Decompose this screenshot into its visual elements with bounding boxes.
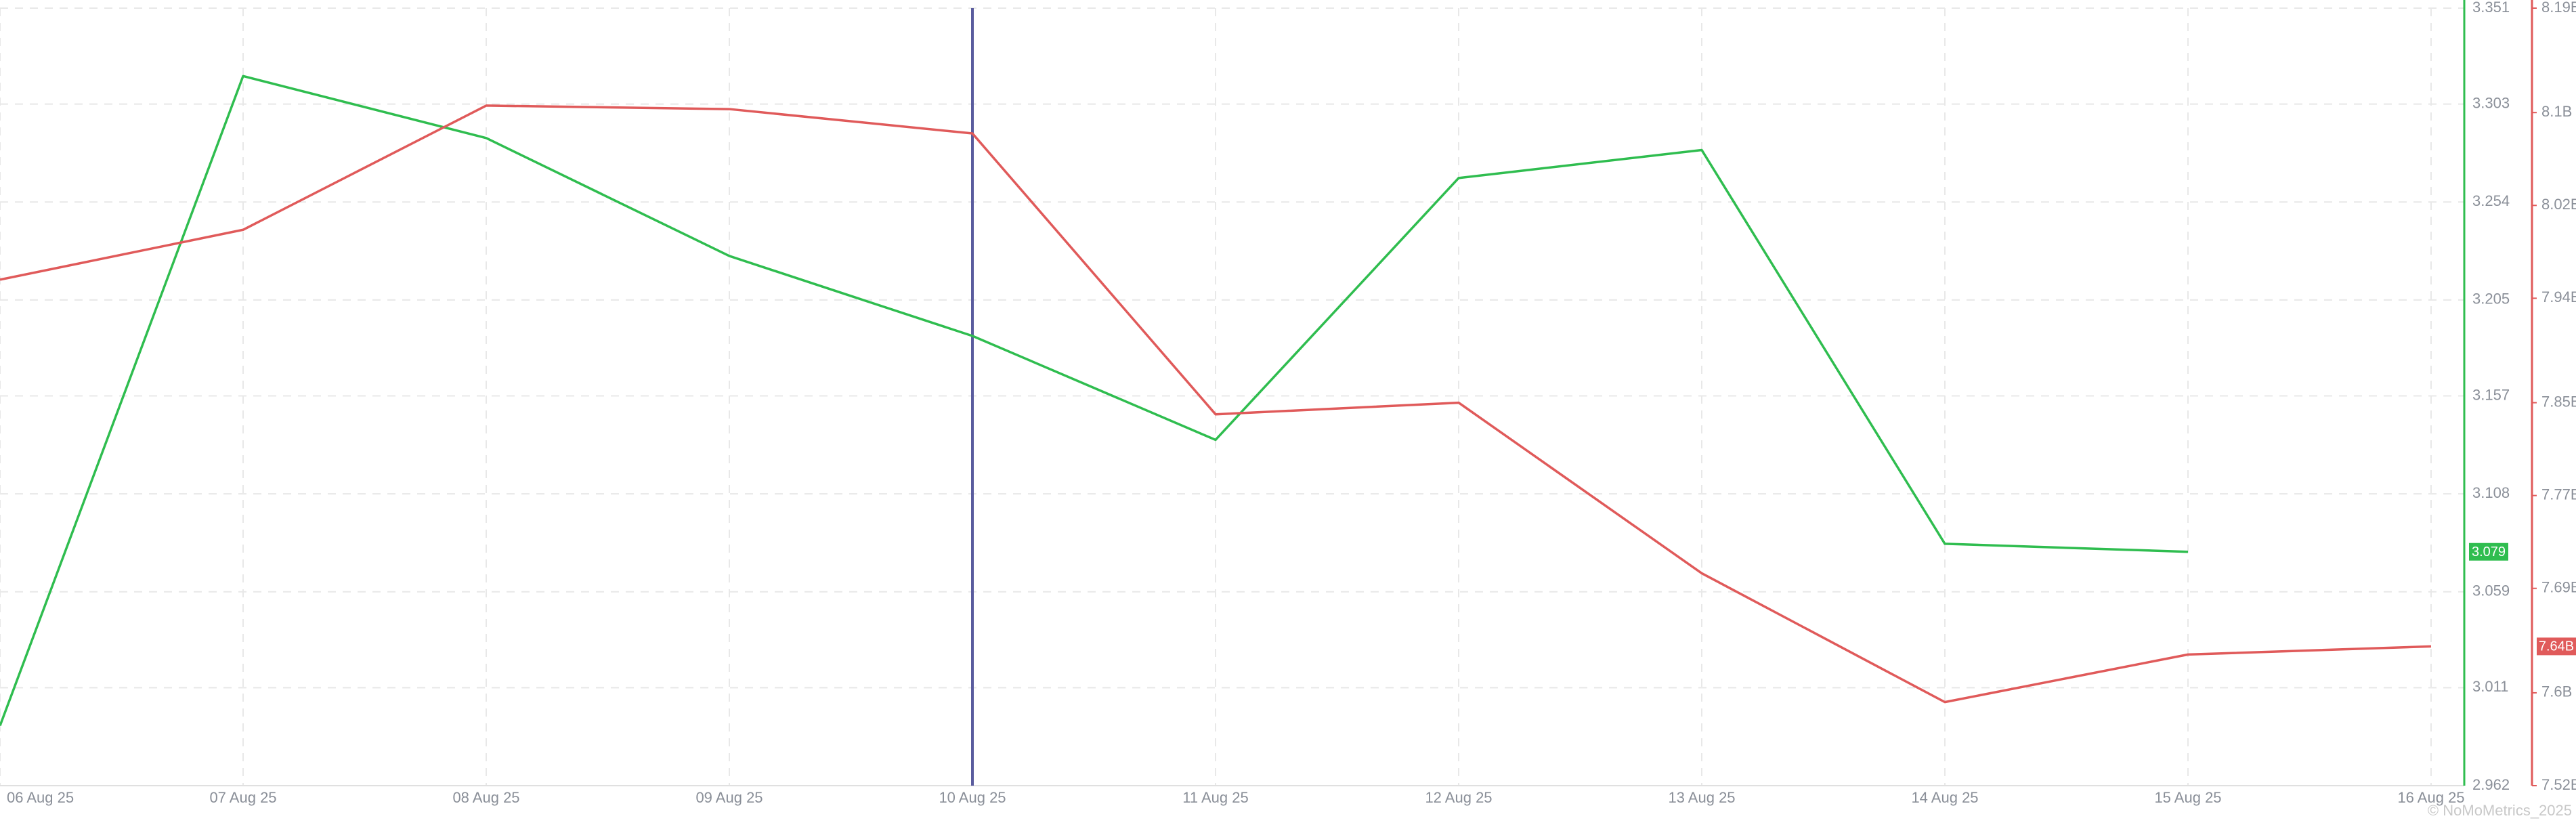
y2-tick-label: 7.77B bbox=[2541, 486, 2576, 503]
x-tick-label: 13 Aug 25 bbox=[1668, 789, 1735, 806]
x-tick-label: 12 Aug 25 bbox=[1425, 789, 1492, 806]
last-value-label: 7.64B bbox=[2539, 639, 2574, 654]
x-tick-label: 06 Aug 25 bbox=[7, 789, 74, 806]
x-tick-label: 11 Aug 25 bbox=[1182, 789, 1248, 806]
y-tick-label: 3.011 bbox=[2472, 678, 2508, 695]
y2-tick-label: 7.94B bbox=[2541, 289, 2576, 305]
y2-tick-label: 7.69B bbox=[2541, 579, 2576, 596]
y-tick-label: 3.205 bbox=[2472, 291, 2510, 307]
x-tick-label: 08 Aug 25 bbox=[452, 789, 519, 806]
x-tick-label: 10 Aug 25 bbox=[939, 789, 1006, 806]
y-tick-label: 3.254 bbox=[2472, 192, 2510, 209]
y-tick-label: 3.157 bbox=[2472, 386, 2510, 403]
y-tick-label: 3.303 bbox=[2472, 94, 2510, 111]
last-value-tag bbox=[2469, 543, 2508, 561]
x-tick-label: 07 Aug 25 bbox=[209, 789, 276, 806]
last-value-tag bbox=[2537, 637, 2576, 656]
x-tick-label: 15 Aug 25 bbox=[2154, 789, 2221, 806]
x-tick-label: 09 Aug 25 bbox=[695, 789, 763, 806]
y2-tick-label: 8.1B bbox=[2541, 103, 2572, 120]
y2-tick-label: 7.52B bbox=[2541, 776, 2576, 793]
y2-tick-label: 8.19B bbox=[2541, 0, 2576, 16]
x-tick-label: 16 Aug 25 bbox=[2397, 789, 2464, 806]
y-tick-label: 3.059 bbox=[2472, 582, 2510, 599]
x-tick-label: 14 Aug 25 bbox=[1911, 789, 1978, 806]
y2-tick-label: 8.02B bbox=[2541, 196, 2576, 213]
last-value-label: 3.079 bbox=[2472, 545, 2506, 559]
series-line bbox=[0, 104, 2432, 704]
y2-tick-label: 7.6B bbox=[2541, 683, 2572, 700]
y-tick-label: 3.108 bbox=[2472, 484, 2510, 501]
y2-tick-label: 7.85B bbox=[2541, 393, 2576, 410]
watermark: © NoMoMetrics_2025 bbox=[2428, 802, 2572, 819]
y-tick-label: 2.962 bbox=[2472, 776, 2510, 793]
y-tick-label: 3.351 bbox=[2472, 0, 2510, 16]
series-line bbox=[0, 75, 2189, 727]
